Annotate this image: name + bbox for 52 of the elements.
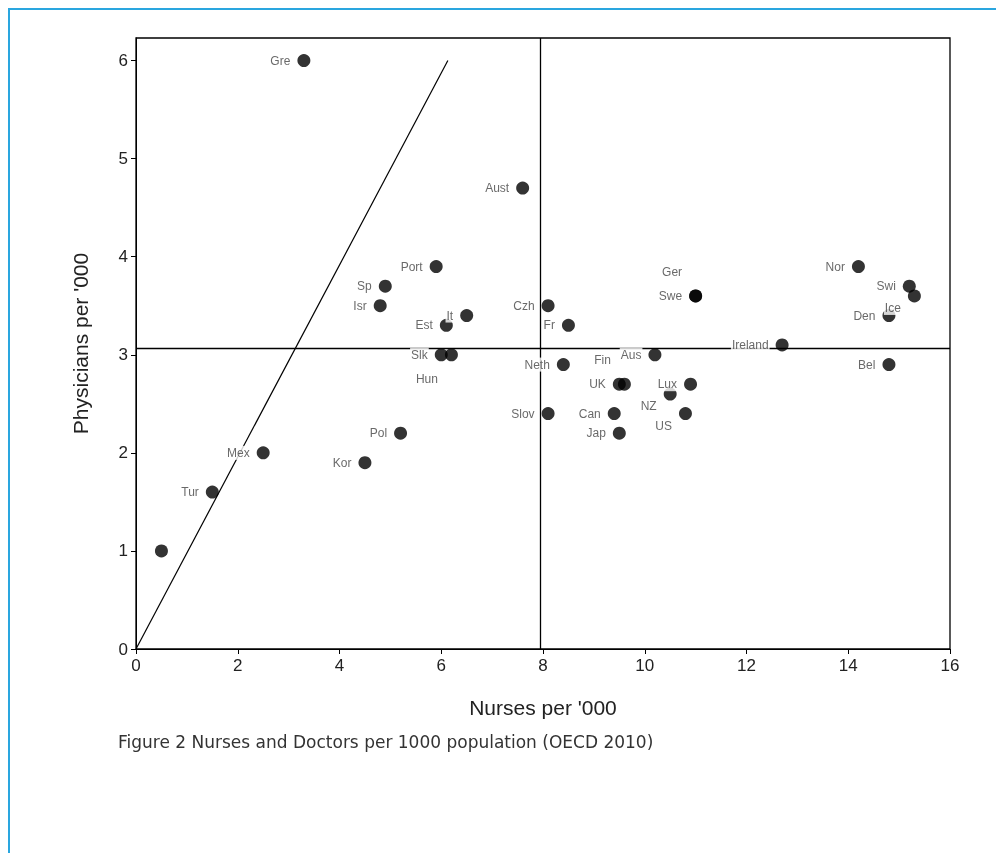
data-label: Fin [594,353,611,368]
data-label: Fr [543,318,555,333]
data-label: US [655,418,672,433]
y-tick-label: 5 [118,149,128,169]
data-label: Den [853,308,876,323]
x-tick-label: 2 [233,656,243,675]
y-tick-label: 3 [118,345,128,365]
x-tick-label: 4 [334,656,345,675]
data-label: Est [415,318,434,333]
x-tick-label: 6 [436,656,446,675]
data-label: Hun [415,371,438,386]
data-label: Slov [511,406,535,421]
data-label: Kor [332,455,352,470]
data-label: Swe [658,288,683,303]
data-label: Port [400,259,424,274]
data-label: Mex [227,445,250,460]
data-label: It [446,308,454,323]
data-label: Aus [620,347,642,362]
data-label: Czh [513,298,535,313]
data-label: Gre [270,53,291,68]
data-label: Swi [876,279,896,294]
x-tick-label: 16 [940,656,960,675]
data-label: UK [589,377,606,392]
y-tick-label: 2 [118,443,128,463]
x-tick-label: 14 [838,656,858,675]
y-axis-title: Physicians per '000 [69,252,92,435]
y-tick-label: 6 [118,51,128,71]
data-label: Ireland [731,337,769,352]
data-label: Ger [662,264,683,279]
data-label: Tur [181,485,199,500]
data-label: Lux [657,377,678,392]
x-tick-label: 0 [131,656,141,675]
data-label: Can [578,406,601,421]
data-label: NZ [640,399,657,414]
x-axis-title: Nurses per '000 [469,696,617,719]
x-tick-label: 8 [538,656,548,675]
caption: Figure 2 Nurses and Doctors per 1000 population (OECD 2010) [118,732,654,752]
data-label: Bel [858,357,876,372]
data-label: Nor [825,259,845,274]
data-label: Jap [586,426,607,441]
data-label: Sp [357,279,373,294]
data-label: Neth [524,357,550,372]
data-label: Slk [411,347,429,362]
y-tick-label: 4 [118,247,128,267]
data-label: Ice [884,300,902,315]
data-label: Pol [369,426,388,441]
data-label: Isr [353,298,367,313]
y-tick-label: 0 [118,639,128,659]
x-tick-label: 12 [737,656,756,675]
x-tick-label: 10 [635,656,655,675]
data-label: Aust [485,181,510,196]
y-tick-label: 1 [118,541,128,561]
